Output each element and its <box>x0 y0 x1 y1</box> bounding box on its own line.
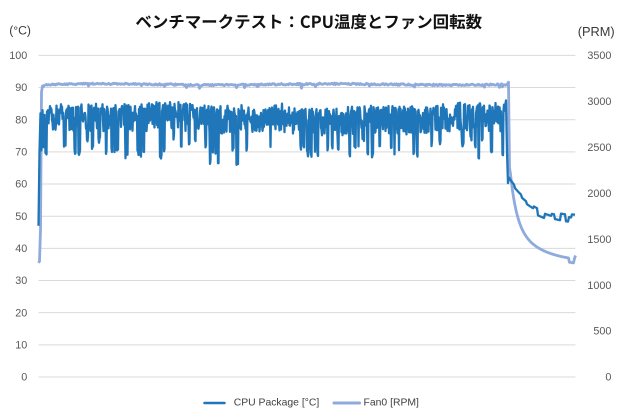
svg-text:20: 20 <box>15 307 27 319</box>
svg-text:3500: 3500 <box>587 50 611 62</box>
svg-text:1000: 1000 <box>587 280 611 292</box>
svg-text:60: 60 <box>15 179 27 191</box>
svg-text:50: 50 <box>15 211 27 223</box>
svg-text:40: 40 <box>15 243 27 255</box>
svg-text:Fan0 [RPM]: Fan0 [RPM] <box>364 398 420 409</box>
svg-text:1500: 1500 <box>587 234 611 246</box>
svg-text:30: 30 <box>15 275 27 287</box>
svg-text:(PRM): (PRM) <box>578 24 615 39</box>
svg-text:0: 0 <box>21 372 27 384</box>
svg-text:100: 100 <box>9 50 27 62</box>
svg-text:10: 10 <box>15 339 27 351</box>
svg-text:CPU Package [°C]: CPU Package [°C] <box>234 398 320 409</box>
svg-text:0: 0 <box>605 372 611 384</box>
svg-text:80: 80 <box>15 114 27 126</box>
svg-text:500: 500 <box>593 326 611 338</box>
svg-text:2500: 2500 <box>587 142 611 154</box>
svg-text:90: 90 <box>15 82 27 94</box>
svg-text:2000: 2000 <box>587 188 611 200</box>
svg-text:3000: 3000 <box>587 96 611 108</box>
svg-text:70: 70 <box>15 147 27 159</box>
svg-text:(°C): (°C) <box>9 24 31 38</box>
